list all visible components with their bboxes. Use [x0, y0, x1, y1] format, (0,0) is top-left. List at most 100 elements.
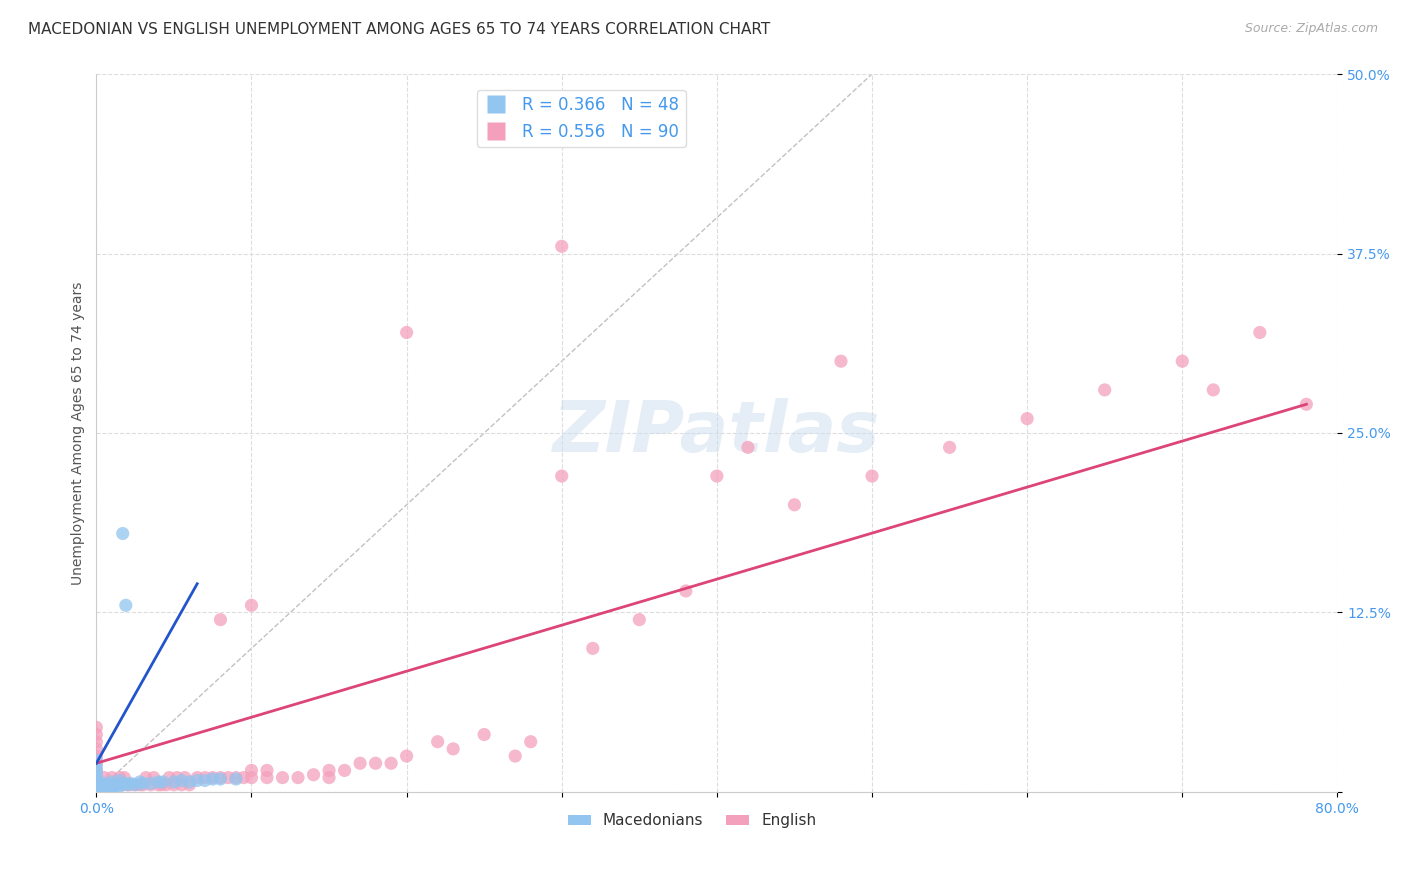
Point — [96, 778, 118, 792]
Point — [256, 764, 278, 778]
Point — [1249, 326, 1271, 340]
Point — [86, 768, 108, 782]
Point — [132, 778, 155, 792]
Point — [217, 771, 239, 785]
Point — [101, 775, 124, 789]
Point — [86, 785, 108, 799]
Point — [240, 599, 263, 613]
Point — [139, 778, 162, 792]
Point — [675, 583, 697, 598]
Point — [101, 778, 124, 792]
Point — [98, 779, 121, 793]
Point — [271, 771, 294, 785]
Point — [551, 469, 574, 483]
Point — [426, 735, 449, 749]
Point — [97, 780, 120, 795]
Point — [86, 771, 108, 785]
Point — [104, 778, 127, 792]
Point — [86, 773, 108, 788]
Point — [148, 775, 170, 789]
Point — [519, 735, 541, 749]
Point — [101, 780, 124, 795]
Point — [139, 776, 162, 790]
Point — [89, 780, 111, 795]
Point — [256, 771, 278, 785]
Point — [124, 778, 146, 792]
Point — [90, 778, 112, 792]
Point — [179, 778, 201, 792]
Point — [101, 771, 124, 785]
Point — [380, 756, 402, 771]
Point — [105, 778, 128, 792]
Point — [194, 771, 217, 785]
Point — [124, 778, 146, 792]
Point — [333, 764, 356, 778]
Point — [112, 776, 135, 790]
Point — [94, 778, 117, 792]
Point — [108, 778, 131, 792]
Point — [441, 742, 464, 756]
Point — [117, 778, 139, 792]
Point — [86, 778, 108, 792]
Point — [112, 771, 135, 785]
Point — [194, 773, 217, 788]
Point — [155, 778, 177, 792]
Point — [1094, 383, 1116, 397]
Point — [628, 613, 651, 627]
Point — [105, 778, 128, 792]
Point — [111, 526, 134, 541]
Point — [86, 778, 108, 792]
Point — [89, 785, 111, 799]
Point — [166, 771, 188, 785]
Point — [349, 756, 371, 771]
Point — [135, 771, 157, 785]
Point — [157, 771, 180, 785]
Point — [86, 780, 108, 795]
Point — [860, 469, 883, 483]
Point — [93, 771, 115, 785]
Point — [173, 771, 195, 785]
Point — [287, 771, 309, 785]
Point — [209, 772, 232, 786]
Point — [170, 778, 193, 792]
Point — [240, 764, 263, 778]
Point — [91, 780, 114, 795]
Point — [209, 613, 232, 627]
Point — [86, 749, 108, 764]
Point — [318, 771, 340, 785]
Point — [96, 779, 118, 793]
Point — [86, 759, 108, 773]
Point — [1202, 383, 1225, 397]
Point — [128, 775, 150, 789]
Point — [86, 779, 108, 793]
Point — [86, 776, 108, 790]
Point — [148, 778, 170, 792]
Point — [104, 779, 127, 793]
Point — [120, 776, 142, 790]
Point — [225, 772, 247, 786]
Point — [163, 775, 186, 789]
Point — [783, 498, 806, 512]
Point — [86, 742, 108, 756]
Point — [201, 772, 224, 786]
Point — [737, 441, 759, 455]
Legend: Macedonians, English: Macedonians, English — [561, 807, 823, 835]
Text: MACEDONIAN VS ENGLISH UNEMPLOYMENT AMONG AGES 65 TO 74 YEARS CORRELATION CHART: MACEDONIAN VS ENGLISH UNEMPLOYMENT AMONG… — [28, 22, 770, 37]
Point — [108, 771, 131, 785]
Point — [395, 749, 418, 764]
Text: Source: ZipAtlas.com: Source: ZipAtlas.com — [1244, 22, 1378, 36]
Point — [503, 749, 526, 764]
Point — [86, 735, 108, 749]
Point — [86, 771, 108, 785]
Point — [1017, 411, 1039, 425]
Point — [142, 771, 165, 785]
Point — [114, 599, 136, 613]
Point — [152, 775, 174, 789]
Point — [86, 764, 108, 778]
Point — [209, 771, 232, 785]
Point — [94, 780, 117, 795]
Point — [97, 778, 120, 792]
Point — [86, 756, 108, 771]
Point — [150, 778, 173, 792]
Point — [117, 778, 139, 792]
